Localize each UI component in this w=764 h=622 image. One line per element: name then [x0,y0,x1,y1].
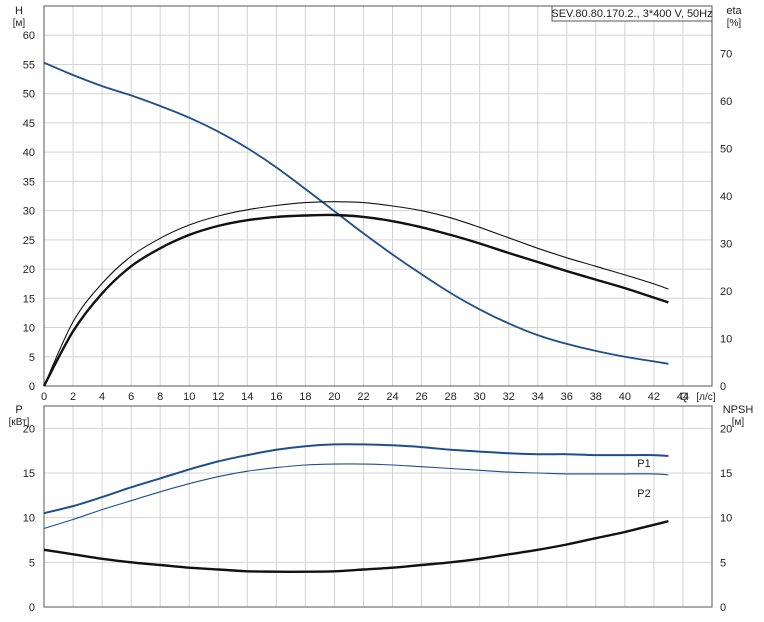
bottom-series-group [43,443,669,573]
head-tick-label: 0 [29,381,35,393]
head-tick-label: 45 [23,118,35,130]
flow-tick-label: 26 [415,391,427,403]
flow-tick-label: 20 [328,391,340,403]
power-tick-label: 10 [23,513,35,525]
flow-tick-label: 12 [212,391,224,403]
head-tick-label: 15 [23,293,35,305]
bottom-y2-tick-labels: 0 5 10 15 20 [720,423,732,614]
npsh-tick-label: 5 [720,557,726,569]
flow-axis-unit: [л/с] [696,392,715,403]
head-tick-label: 35 [23,176,35,188]
p1-series-label: P1 [637,458,650,470]
eta-axis-unit: [%] [727,18,742,29]
flow-tick-label: 24 [386,391,398,403]
flow-tick-label: 18 [299,391,311,403]
power-axis-label: P [15,404,22,416]
head-tick-label: 40 [23,147,35,159]
flow-tick-label: 10 [183,391,195,403]
head-axis-unit: [м] [13,18,26,29]
eta-tick-label: 60 [720,96,732,108]
head-tick-label: 25 [23,235,35,247]
flow-tick-label: 14 [241,391,253,403]
bottom-y-tick-labels: 0 5 10 15 20 [23,423,35,614]
flow-tick-label: 32 [503,391,515,403]
flow-axis-label: Q [680,391,689,403]
flow-tick-label: 6 [128,391,134,403]
eta-tick-label: 30 [720,239,732,251]
npsh-axis-label: NPSH [723,404,754,416]
npsh-curve [43,520,669,573]
head-tick-label: 50 [23,89,35,101]
flow-tick-label: 38 [590,391,602,403]
power-axis-unit: [кВт] [9,417,30,428]
eta-tick-label: 40 [720,191,732,203]
flow-tick-label: 2 [70,391,76,403]
p1-power-curve [43,443,669,515]
head-tick-label: 30 [23,206,35,218]
flow-tick-label: 44 [677,391,689,403]
power-tick-label: 0 [29,602,35,614]
npsh-axis-unit: [м] [732,417,745,428]
top-y-tick-labels: 0 5 10 15 20 25 30 35 40 45 50 55 60 [23,30,35,393]
chart-title-box [551,5,713,22]
npsh-tick-label: 10 [720,513,732,525]
flow-tick-label: 40 [619,391,631,403]
eta-tick-label: 0 [720,381,726,393]
flow-tick-label: 30 [474,391,486,403]
eta-tick-label: 20 [720,286,732,298]
head-tick-label: 60 [23,30,35,42]
head-axis-label: H [15,5,23,17]
flow-tick-label: 22 [357,391,369,403]
flow-tick-label: 28 [444,391,456,403]
power-tick-label: 15 [23,468,35,480]
eta-tick-label: 10 [720,334,732,346]
chart-title: SEV.80.80.170.2., 3*400 V, 50Hz [551,8,712,20]
flow-tick-label: 8 [157,391,163,403]
top-series-group [42,61,669,387]
npsh-tick-label: 15 [720,468,732,480]
top-plot-frame [43,5,713,387]
flow-tick-label: 4 [99,391,105,403]
npsh-tick-label: 20 [720,423,732,435]
efficiency-curve [42,213,669,387]
efficiency-curve-2 [43,201,669,387]
flow-tick-label: 16 [270,391,282,403]
power-npsh-chart: 0 5 10 15 20 0 5 10 15 20 P [кВт] NPSH [м] P1 P2 [9,404,754,614]
head-curve [43,61,669,365]
head-tick-label: 5 [29,352,35,364]
top-grid [43,6,712,387]
head-tick-label: 10 [23,323,35,335]
bottom-plot-frame [43,405,713,608]
eta-axis-label: eta [726,5,742,17]
top-y2-tick-labels: 0 10 20 30 40 50 60 70 [720,49,732,394]
npsh-tick-label: 0 [720,602,726,614]
p2-series-label: P2 [637,488,650,500]
bottom-grid [43,406,712,608]
power-tick-label: 5 [29,557,35,569]
p2-power-curve [43,463,669,529]
flow-tick-label: 0 [41,391,47,403]
head-tick-label: 20 [23,264,35,276]
flow-tick-label: 34 [532,391,544,403]
flow-tick-label: 42 [648,391,660,403]
flow-tick-label: 36 [561,391,573,403]
power-tick-label: 20 [23,423,35,435]
top-x-tick-labels: 0 2 4 6 8 10 12 14 16 18 20 22 24 26 28 30 32 34 36 38 40 42 4… [41,391,689,403]
eta-tick-label: 70 [720,49,732,61]
eta-tick-label: 50 [720,144,732,156]
head-tick-label: 55 [23,59,35,71]
